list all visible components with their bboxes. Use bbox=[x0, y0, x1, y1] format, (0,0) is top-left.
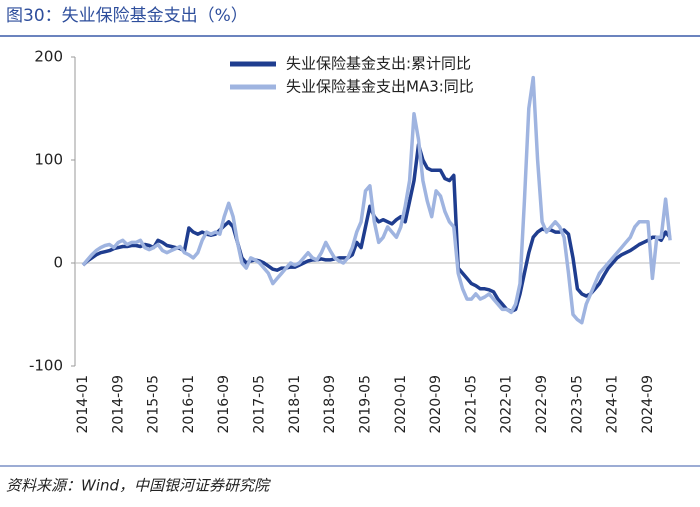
source-note: 资料来源：Wind，中国银河证券研究院 bbox=[6, 477, 271, 495]
x-tick-label: 2015-05 bbox=[146, 375, 162, 434]
series-line bbox=[81, 75, 672, 325]
x-tick-label: 2024-01 bbox=[605, 375, 621, 434]
x-tick-label: 2020-09 bbox=[428, 375, 444, 434]
chart-title: 图30：失业保险基金支出（%） bbox=[6, 6, 248, 26]
x-tick-label: 2021-05 bbox=[463, 375, 479, 434]
x-tick-label: 2020-01 bbox=[393, 375, 409, 434]
x-tick-label: 2016-01 bbox=[181, 375, 197, 434]
legend-label: 失业保险基金支出MA3:同比 bbox=[286, 78, 474, 96]
x-tick-label: 2022-09 bbox=[534, 375, 550, 434]
x-tick-label: 2019-05 bbox=[357, 375, 373, 434]
x-tick-label: 2018-09 bbox=[322, 375, 338, 434]
x-tick-label: 2018-01 bbox=[287, 375, 303, 434]
x-tick-label: 2017-05 bbox=[252, 375, 268, 434]
x-tick-label: 2022-01 bbox=[499, 375, 515, 434]
x-tick-label: 2014-01 bbox=[75, 375, 91, 434]
y-tick-label: 0 bbox=[53, 254, 63, 272]
x-tick-label: 2023-05 bbox=[569, 375, 585, 434]
y-tick-label: 100 bbox=[34, 151, 63, 169]
legend-label: 失业保险基金支出:累计同比 bbox=[286, 55, 471, 73]
x-tick-label: 2014-09 bbox=[110, 375, 126, 434]
y-tick-label: -100 bbox=[29, 357, 63, 375]
x-tick-label: 2016-09 bbox=[216, 375, 232, 434]
x-tick-label: 2024-09 bbox=[640, 375, 656, 434]
y-tick-label: 200 bbox=[34, 48, 63, 66]
